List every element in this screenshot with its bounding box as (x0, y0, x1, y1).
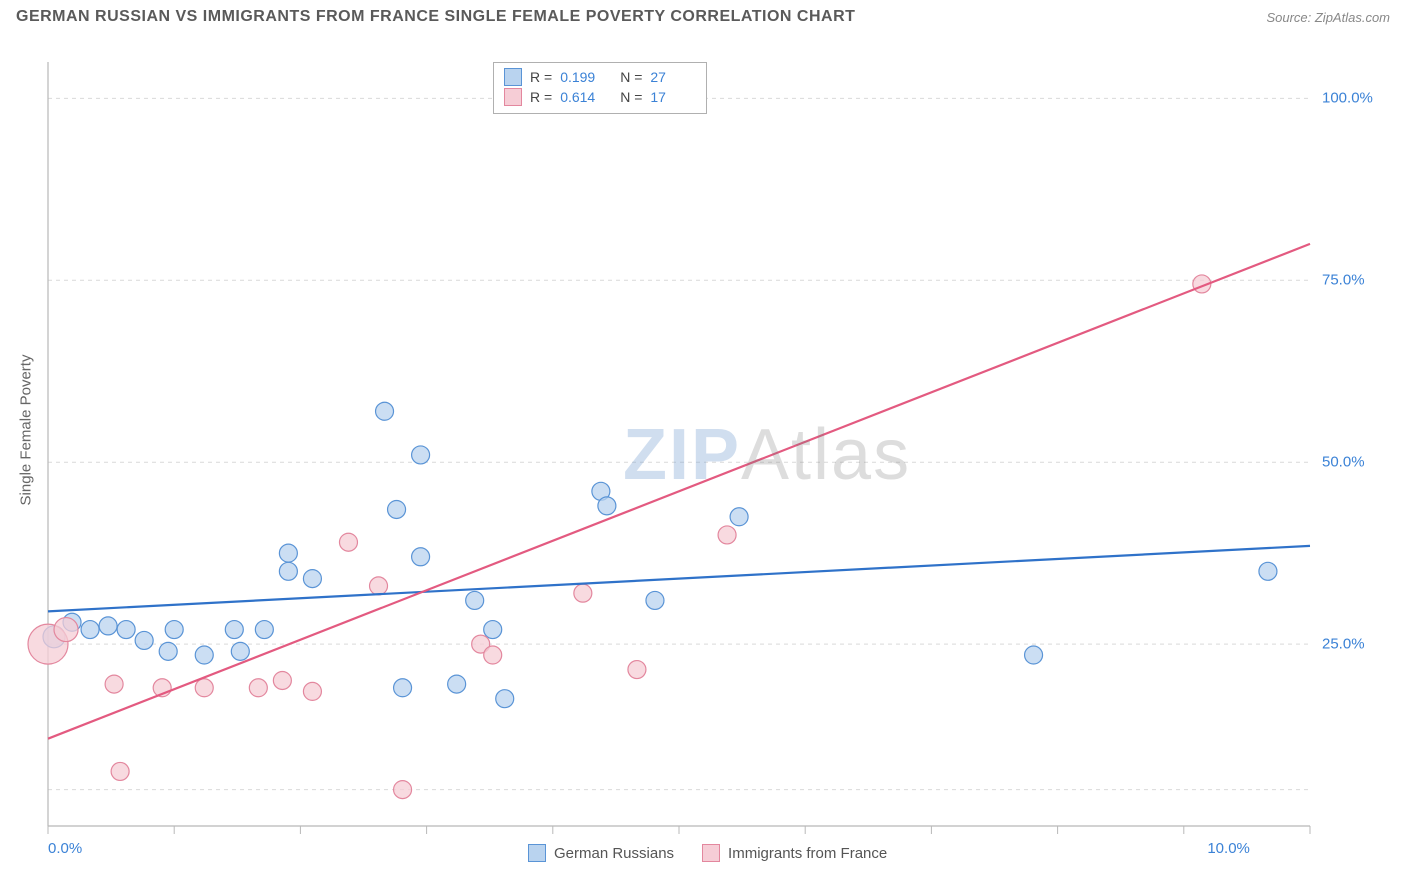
data-point (135, 631, 153, 649)
data-point (628, 661, 646, 679)
x-tick-label: 0.0% (48, 840, 82, 857)
data-point (574, 584, 592, 602)
data-point (388, 500, 406, 518)
data-point (484, 646, 502, 664)
data-point (105, 675, 123, 693)
data-point (195, 679, 213, 697)
plot-container: ZIPAtlas R =0.199N =27R =0.614N =17 Germ… (48, 44, 1348, 844)
legend-item: German Russians (528, 844, 674, 862)
chart-source: Source: ZipAtlas.com (1266, 10, 1390, 25)
n-value: 27 (650, 69, 696, 85)
legend-item: Immigrants from France (702, 844, 887, 862)
data-point (598, 497, 616, 515)
data-point (159, 642, 177, 660)
data-point (412, 548, 430, 566)
legend-swatch (504, 88, 522, 106)
data-point (255, 621, 273, 639)
data-point (412, 446, 430, 464)
data-point (370, 577, 388, 595)
data-point (54, 618, 78, 642)
legend-swatch (702, 844, 720, 862)
y-tick-label: 25.0% (1322, 636, 1365, 653)
y-tick-label: 75.0% (1322, 272, 1365, 289)
legend-label: Immigrants from France (728, 845, 887, 862)
data-point (303, 682, 321, 700)
y-tick-label: 100.0% (1322, 90, 1373, 107)
correlation-row: R = 0.199 N = 27 (504, 67, 696, 87)
data-point (165, 621, 183, 639)
data-point (279, 562, 297, 580)
trend-line (48, 244, 1310, 739)
data-point (646, 591, 664, 609)
trend-line (48, 546, 1310, 611)
legend-swatch (504, 68, 522, 86)
data-point (448, 675, 466, 693)
data-point (249, 679, 267, 697)
data-point (1025, 646, 1043, 664)
r-label: R = (530, 69, 552, 85)
correlation-legend: R = 0.199 N = 27 R = 0.614 N = 17 (493, 62, 707, 114)
scatter-chart (48, 44, 1348, 844)
data-point (117, 621, 135, 639)
legend-swatch (528, 844, 546, 862)
n-label: N = (620, 89, 642, 105)
data-point (231, 642, 249, 660)
data-point (466, 591, 484, 609)
data-point (195, 646, 213, 664)
data-point (81, 621, 99, 639)
data-point (111, 762, 129, 780)
data-point (303, 570, 321, 588)
data-point (376, 402, 394, 420)
n-value: 17 (650, 89, 696, 105)
r-label: R = (530, 89, 552, 105)
data-point (1259, 562, 1277, 580)
y-tick-label: 50.0% (1322, 454, 1365, 471)
data-point (718, 526, 736, 544)
data-point (730, 508, 748, 526)
data-point (484, 621, 502, 639)
data-point (394, 781, 412, 799)
series-legend: German Russians Immigrants from France (528, 844, 887, 862)
x-tick-label: 10.0% (1207, 840, 1250, 857)
data-point (394, 679, 412, 697)
chart-title: GERMAN RUSSIAN VS IMMIGRANTS FROM FRANCE… (16, 8, 855, 26)
data-point (273, 671, 291, 689)
data-point (279, 544, 297, 562)
chart-header: GERMAN RUSSIAN VS IMMIGRANTS FROM FRANCE… (0, 0, 1406, 30)
data-point (225, 621, 243, 639)
data-point (339, 533, 357, 551)
r-value: 0.199 (560, 69, 606, 85)
data-point (99, 617, 117, 635)
data-point (496, 690, 514, 708)
y-axis-label: Single Female Poverty (18, 355, 35, 506)
r-value: 0.614 (560, 89, 606, 105)
correlation-row: R = 0.614 N = 17 (504, 87, 696, 107)
legend-label: German Russians (554, 845, 674, 862)
n-label: N = (620, 69, 642, 85)
